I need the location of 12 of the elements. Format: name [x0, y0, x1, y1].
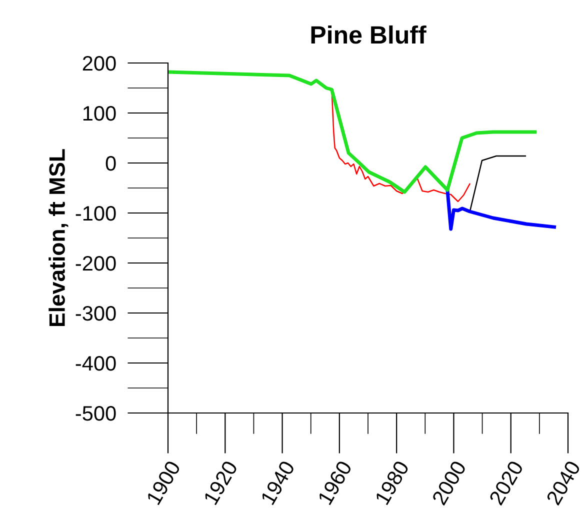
chart-title: Pine Bluff	[311, 25, 426, 44]
y-tick-label: 0	[106, 156, 116, 171]
y-tick-label: -400	[76, 356, 116, 371]
y-tick-label: -100	[76, 206, 116, 221]
line-series	[168, 70, 537, 194]
y-tick-label: 200	[82, 56, 116, 71]
y-tick-label: -200	[76, 256, 116, 271]
y-tick-label: 100	[83, 106, 116, 121]
y-tick-label: -500	[76, 406, 116, 421]
y-tick-label: -300	[76, 306, 116, 321]
line-series	[446, 188, 556, 231]
y-axis-title: Elevation, ft MSL	[48, 149, 68, 326]
